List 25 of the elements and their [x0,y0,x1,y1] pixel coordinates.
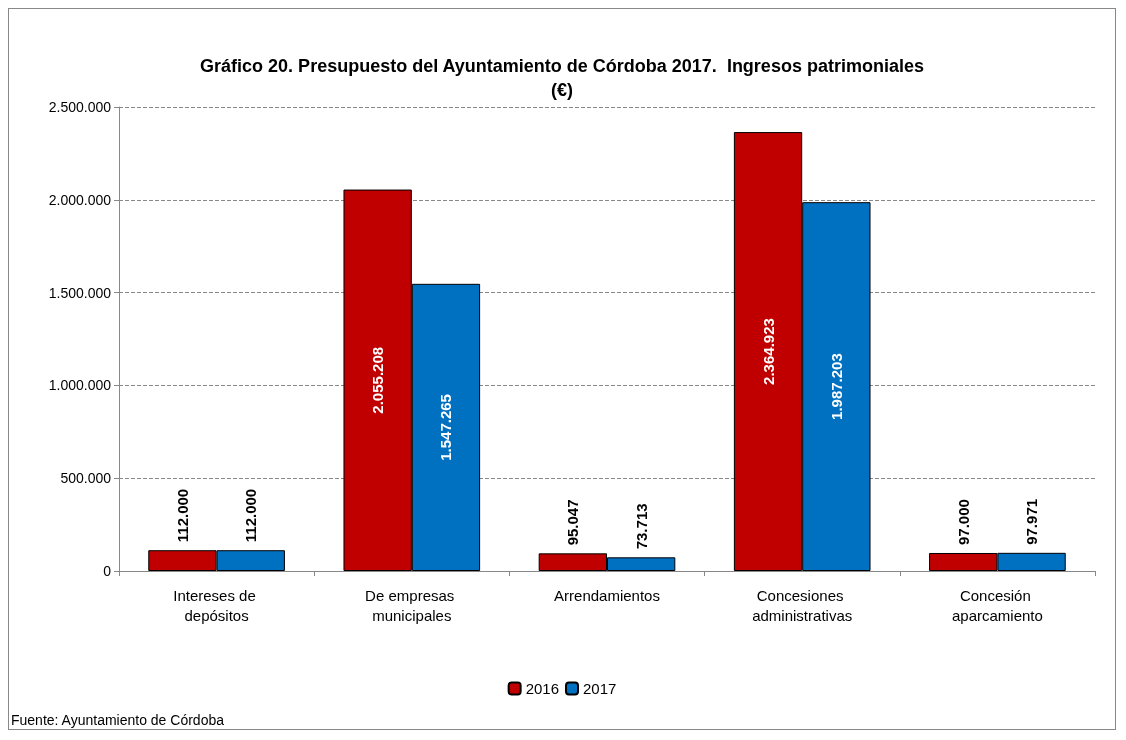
x-tick-label: Intereses de depósitos [173,586,260,624]
legend-label: 2017 [583,680,617,697]
y-tick-label: 1.500.000 [48,284,112,301]
data-label: 2.364.923 [759,318,777,385]
x-tick-label: Arrendamientos [554,586,660,604]
data-label: 2.055.208 [369,346,387,414]
data-label: 1.987.203 [827,353,845,420]
legend-label: 2016 [525,680,560,697]
y-tick-label: 1.000.000 [48,377,112,394]
x-tick-label: De empresas municipales [365,586,459,624]
data-label: 97.000 [954,499,972,545]
y-tick-label: 0 [103,563,112,579]
y-tick-label: 2.500.000 [48,99,112,115]
data-label: 112.000 [242,488,260,543]
chart-title: Gráfico 20. Presupuesto del Ayuntamiento de Córdoba 2017. Ingresos patrimoniales (€) [200,56,924,100]
y-tick-label: 500.000 [60,470,112,487]
data-label: 95.047 [564,499,582,546]
y-tick-label: 2.000.000 [48,191,112,208]
data-label: 1.547.265 [437,394,455,461]
data-label: 73.713 [632,503,650,550]
x-tick-label: Concesiones administrativas [752,586,853,624]
data-label: 97.971 [1023,498,1041,545]
source-note: Fuente: Ayuntamiento de Córdoba [11,712,225,728]
data-label: 112.000 [173,488,191,543]
x-tick-label: Concesión aparcamiento [951,586,1043,624]
